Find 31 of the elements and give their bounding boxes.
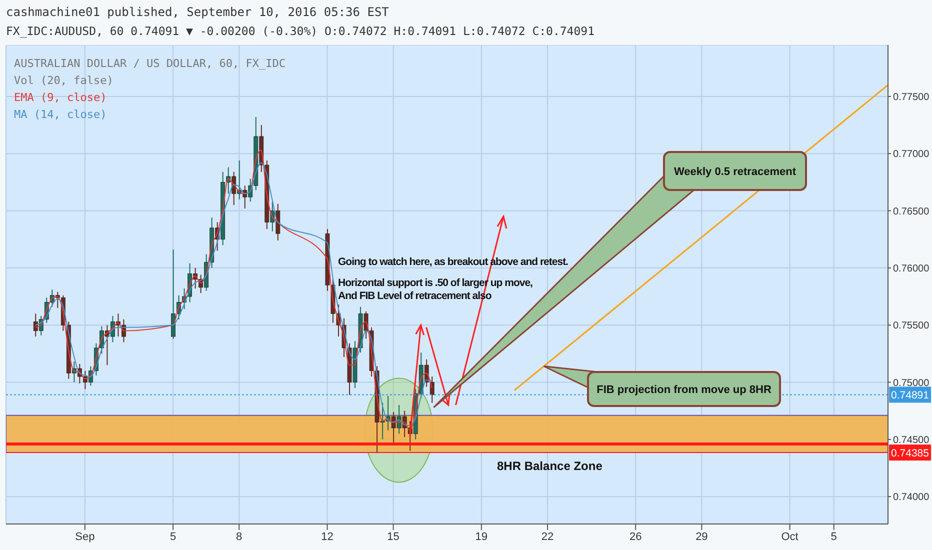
y-tick-label: 0.74000 <box>893 492 930 504</box>
ref-line-label: 0.74385 <box>891 448 930 460</box>
x-tick-label: 12 <box>321 530 334 543</box>
x-tick-label: 5 <box>830 530 837 543</box>
y-tick-label: 0.77500 <box>893 92 930 103</box>
annotation: FIB projection from move up 8HR <box>596 384 772 396</box>
y-tick-label: 0.76000 <box>893 263 930 274</box>
y-tick-label: 0.75000 <box>893 378 930 389</box>
chart-title: cashmachine01 published, September 10, 2016 05:36 EST <box>6 5 389 19</box>
text: MA (14, close) <box>14 107 108 123</box>
text: EMA (9, close) <box>14 90 108 106</box>
y-tick-label: 0.77000 <box>893 149 930 160</box>
x-tick-label: 19 <box>475 530 488 543</box>
chart-subtitle: FX_IDC:AUDUSD, 60 0.74091 ▼ -0.00200 (-0.30%) O:0.74072 H:0.74091 L:0.74072 C:0.74091 <box>6 24 595 38</box>
x-tick-label: 15 <box>387 530 400 543</box>
annotation: Weekly 0.5 retracement <box>674 166 796 178</box>
candlestick <box>171 249 176 340</box>
annotation: Vol (20, false) <box>14 73 114 89</box>
legend-title: AUSTRALIAN DOLLAR / US DOLLAR, 60, FX_IDC <box>14 56 286 72</box>
y-tick-label: 0.74500 <box>893 434 930 446</box>
x-tick-label: 26 <box>629 530 642 543</box>
ref-line-label: 0.74891 <box>891 390 930 402</box>
y-tick-label: 0.75500 <box>893 320 930 332</box>
x-tick-label: Oct <box>781 530 798 543</box>
x-tick-label: Sep <box>75 530 95 543</box>
x-tick-label: 8 <box>236 530 242 543</box>
x-tick-label: 22 <box>541 530 554 543</box>
x-tick-label: 29 <box>696 530 708 543</box>
y-tick-label: 0.76500 <box>893 206 930 218</box>
band-label: 8HR Balance Zone <box>497 459 603 473</box>
x-tick-label: 5 <box>170 530 176 543</box>
